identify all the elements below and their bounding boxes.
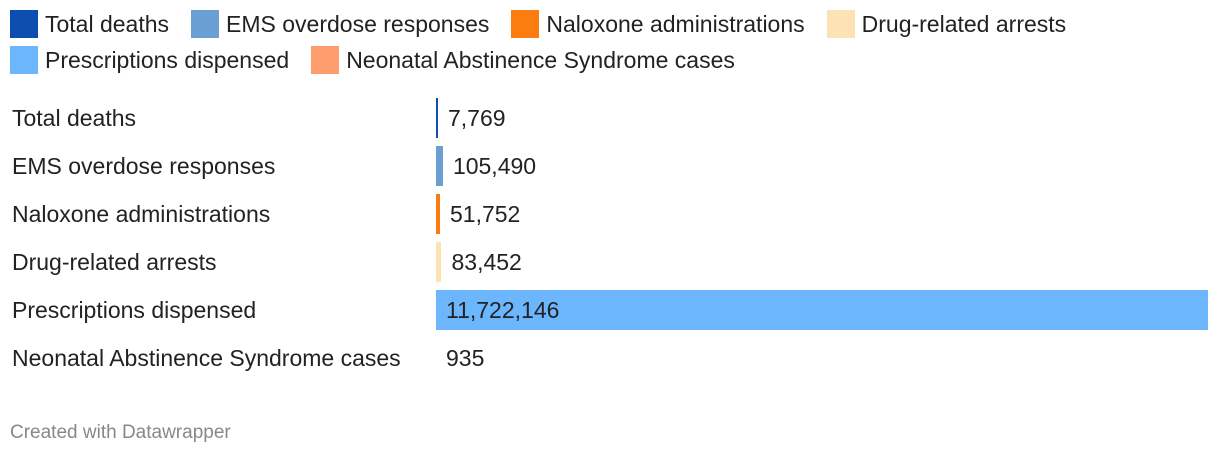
legend-label: Total deaths <box>45 10 170 37</box>
bar-row: Naloxone administrations 51,752 <box>0 194 1220 242</box>
bar <box>436 146 443 186</box>
category-label: Total deaths <box>12 105 137 131</box>
category-label: EMS overdose responses <box>12 153 276 179</box>
bar <box>436 194 440 234</box>
legend-item: Naloxone administrations <box>511 8 805 40</box>
value-label: 83,452 <box>451 249 522 275</box>
legend-item: Drug-related arrests <box>826 8 1067 40</box>
chart-legend: Total deaths EMS overdose responses Naloxo… <box>10 8 1210 76</box>
legend-swatch <box>10 10 38 38</box>
value-label: 105,490 <box>452 153 537 179</box>
legend-swatch <box>191 10 220 38</box>
bar <box>436 98 438 138</box>
value-label: 11,722,146 <box>446 297 560 323</box>
bar <box>436 242 442 282</box>
category-label: Prescriptions dispensed <box>12 297 257 323</box>
bar-row: EMS overdose responses 105,490 <box>0 146 1220 194</box>
legend-label: EMS overdose responses <box>226 10 490 37</box>
category-label: Drug-related arrests <box>12 249 217 275</box>
bar <box>436 290 1208 330</box>
bar-row: Drug-related arrests 83,452 <box>0 242 1220 290</box>
bar-row: Total deaths 7,769 <box>0 98 1220 146</box>
legend-swatch <box>311 46 340 74</box>
legend-swatch <box>10 46 38 74</box>
value-label: 935 <box>446 345 485 371</box>
legend-item: Neonatal Abstinence Syndrome cases <box>311 44 735 76</box>
legend-swatch <box>826 10 855 38</box>
bar-row: Prescriptions dispensed 11,722,146 <box>0 290 1220 338</box>
legend-swatch <box>511 10 540 38</box>
legend-label: Naloxone administrations <box>546 10 805 37</box>
legend-label: Prescriptions dispensed <box>45 46 290 73</box>
value-label: 51,752 <box>450 201 521 227</box>
legend-item: Prescriptions dispensed <box>10 44 289 76</box>
category-label: Neonatal Abstinence Syndrome cases <box>12 345 401 371</box>
legend-label: Drug-related arrests <box>861 10 1067 37</box>
category-label: Naloxone administrations <box>12 201 271 227</box>
legend-item: Total deaths <box>10 8 169 40</box>
legend-item: EMS overdose responses <box>191 8 489 40</box>
value-label: 7,769 <box>448 105 506 131</box>
footer-credit: Created with Datawrapper <box>10 422 231 443</box>
legend-label: Neonatal Abstinence Syndrome cases <box>346 46 735 73</box>
bar-chart: Total deaths 7,769 EMS overdose responses 1… <box>0 98 1220 386</box>
bar-row: Neonatal Abstinence Syndrome cases 935 <box>0 338 1220 386</box>
